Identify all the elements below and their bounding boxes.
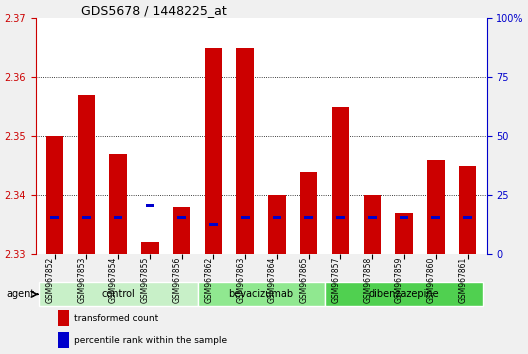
Bar [332, 107, 349, 254]
Text: GSM967864: GSM967864 [268, 257, 277, 303]
FancyBboxPatch shape [197, 282, 325, 306]
Bar [114, 216, 122, 219]
Bar [58, 310, 69, 326]
Bar [463, 216, 472, 219]
Bar [336, 216, 345, 219]
Bar [58, 332, 69, 348]
Text: dibenzazepine: dibenzazepine [369, 289, 439, 299]
Bar [141, 242, 158, 254]
Bar [272, 216, 281, 219]
Text: bevacizumab: bevacizumab [229, 289, 294, 299]
Bar [363, 195, 381, 254]
FancyBboxPatch shape [39, 282, 197, 306]
Bar [109, 154, 127, 254]
Bar [304, 216, 313, 219]
Bar [205, 48, 222, 254]
Bar [46, 136, 63, 254]
Text: GSM967865: GSM967865 [300, 257, 309, 303]
Bar [431, 216, 440, 219]
Bar [209, 223, 218, 226]
Text: control: control [101, 289, 135, 299]
Text: GSM967863: GSM967863 [236, 257, 245, 303]
Bar [173, 207, 191, 254]
FancyBboxPatch shape [325, 282, 484, 306]
Bar [400, 216, 408, 219]
Text: GSM967858: GSM967858 [363, 257, 372, 303]
Bar [78, 95, 95, 254]
Bar [241, 216, 250, 219]
Bar [237, 48, 254, 254]
Bar [268, 195, 286, 254]
Bar [50, 216, 59, 219]
Text: GSM967857: GSM967857 [332, 257, 341, 303]
Bar [146, 204, 154, 207]
Text: transformed count: transformed count [74, 314, 158, 322]
Text: percentile rank within the sample: percentile rank within the sample [74, 336, 227, 344]
Bar [368, 216, 376, 219]
Bar [300, 172, 317, 254]
Text: GSM967862: GSM967862 [204, 257, 213, 303]
Text: GSM967854: GSM967854 [109, 257, 118, 303]
Bar [459, 166, 476, 254]
Bar [177, 216, 186, 219]
Bar [427, 160, 445, 254]
Text: GSM967859: GSM967859 [395, 257, 404, 303]
Text: GDS5678 / 1448225_at: GDS5678 / 1448225_at [81, 4, 227, 17]
Text: GSM967856: GSM967856 [173, 257, 182, 303]
Bar [82, 216, 91, 219]
Text: GSM967860: GSM967860 [427, 257, 436, 303]
Text: GSM967861: GSM967861 [458, 257, 468, 303]
Text: GSM967853: GSM967853 [77, 257, 87, 303]
Text: GSM967852: GSM967852 [45, 257, 54, 303]
Text: GSM967855: GSM967855 [141, 257, 150, 303]
Bar [395, 213, 413, 254]
Text: agent: agent [6, 289, 34, 299]
